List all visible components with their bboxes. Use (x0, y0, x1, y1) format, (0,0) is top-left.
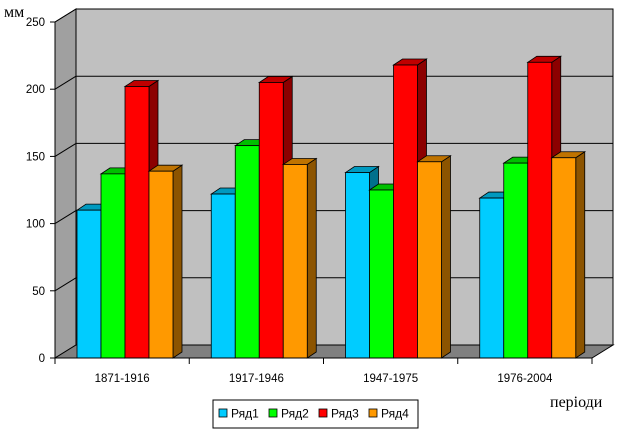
bar-front (393, 64, 418, 359)
y-tick-label: 250 (26, 17, 45, 29)
x-tick-label: 1976-2004 (497, 373, 553, 385)
legend-label-3: Ряд3 (331, 407, 359, 421)
gridline-side (54, 210, 77, 225)
bar-4-1 (147, 164, 184, 359)
x-tick-label: 1871-1916 (95, 373, 150, 385)
y-axis-title: мм (4, 4, 24, 21)
bar-front (417, 161, 442, 359)
bar-front (369, 189, 394, 359)
bar-front (148, 170, 174, 359)
bar-front (503, 162, 529, 359)
bar-side (172, 164, 183, 359)
bar-front (100, 173, 126, 359)
legend-box (212, 399, 419, 429)
legend-label-4: Ряд4 (381, 407, 409, 421)
bar-4-2 (281, 157, 318, 359)
legend-label-2: Ряд2 (281, 407, 309, 421)
legend-swatch-4 (368, 408, 378, 418)
bars (75, 55, 587, 359)
bar-front (210, 193, 236, 359)
bar-front (551, 157, 577, 359)
gridline-side (54, 75, 77, 90)
bar-front (124, 86, 150, 359)
y-tick-label: 200 (26, 84, 45, 96)
bar-4-3 (416, 155, 452, 359)
bar-4-4 (550, 150, 587, 359)
gridline-side (54, 277, 77, 292)
y-tick-labels: 0 50 100 150 200 250 (26, 17, 45, 365)
bar-front (234, 145, 260, 359)
y-tick-label: 150 (26, 151, 45, 163)
gridline-side (54, 8, 77, 23)
side-wall (54, 8, 77, 359)
x-tick-label: 1947-1975 (363, 373, 418, 385)
bar-front (345, 172, 370, 359)
legend-label-1: Ряд1 (231, 407, 259, 421)
bar-front (527, 61, 553, 359)
legend-swatch-3 (318, 408, 328, 418)
bar-side (441, 155, 451, 359)
x-tick-labels: 1871-1916 1917-1946 1947-1975 1976-2004 (95, 373, 553, 385)
y-tick-label: 100 (26, 219, 45, 231)
legend: Ряд1 Ряд2 Ряд3 Ряд4 (212, 399, 419, 429)
bar-front (282, 164, 308, 359)
legend-swatch-1 (218, 408, 228, 418)
y-tick-label: 0 (39, 353, 45, 365)
bar-front (258, 82, 284, 359)
bar-front (76, 209, 102, 359)
bar-front (479, 197, 505, 359)
gridline-side (54, 142, 77, 157)
axes (50, 21, 593, 364)
y-tick-label: 50 (32, 286, 45, 298)
bar-side (306, 157, 317, 359)
legend-swatch-2 (268, 408, 278, 418)
bar-side (575, 150, 586, 359)
x-tick-label: 1917-1946 (229, 373, 284, 385)
x-axis-title: періоди (550, 394, 603, 411)
